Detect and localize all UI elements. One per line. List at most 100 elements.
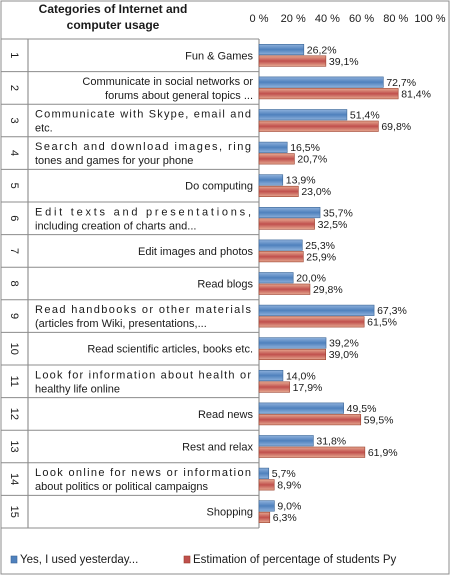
category-number: 8 [8,280,20,286]
bar-series-2 [258,218,315,230]
bar-series-1 [258,174,284,186]
data-label-series-2: 61,5% [367,317,397,329]
chart-title-line: Categories of Internet and [39,2,188,16]
x-tick-label: 100 % [414,13,445,25]
legend-label-series-2: Estimation of percentage of students Py [193,554,397,566]
category-label: Look for information about health or [35,369,251,381]
category-label: Search and download images, ring [35,141,251,153]
category-label: Read scientific articles, books etc. [87,344,253,356]
data-label-series-1: 26,2% [307,44,337,56]
data-label-series-1: 51,4% [350,110,380,122]
data-label-series-1: 31,8% [316,436,346,448]
bar-series-1 [258,239,303,251]
bar-series-2 [258,479,275,491]
x-tick-label: 20 % [281,13,306,25]
data-label-series-2: 20,7% [297,154,327,166]
bar-series-2 [258,120,379,132]
category-number: 10 [8,343,20,355]
data-label-series-2: 6,3% [273,512,297,524]
data-label-series-1: 5,7% [272,468,296,480]
category-number: 13 [8,440,20,452]
data-label-series-2: 59,5% [364,414,394,426]
category-number: 6 [8,215,20,221]
category-label: Fun & Games [185,50,253,62]
bar-series-1 [258,500,275,512]
bar-series-2 [258,251,304,263]
category-label: forums about general topics ... [105,90,253,102]
bar-series-1 [258,304,375,316]
category-label: (articles from Wiki, presentations,... [35,318,207,330]
bar-series-1 [258,435,314,447]
category-number: 11 [8,376,20,387]
data-label-series-1: 9,0% [277,501,301,513]
bar-series-1 [258,141,288,153]
bar-series-1 [258,207,321,219]
data-label-series-2: 32,5% [318,219,348,231]
data-label-series-2: 39,0% [329,349,359,361]
category-label: Look online for news or information [35,467,251,479]
category-number: 1 [8,52,20,58]
bar-series-1 [258,402,344,414]
category-label: healthy life online [35,383,120,395]
data-label-series-2: 39,1% [329,56,359,68]
x-tick-label: 60 % [349,13,374,25]
category-number: 2 [8,85,20,91]
category-label: Communicate with Skype, email and [35,109,251,121]
category-label: Do computing [185,181,253,193]
x-tick-label: 40 % [315,13,340,25]
bar-series-1 [258,369,284,382]
bar-series-1 [258,76,384,88]
legend-swatch-series-1 [10,555,18,564]
x-tick-label: 80 % [383,13,408,25]
data-label-series-1: 13,9% [286,175,316,187]
legend-label-series-1: Yes, I used yesterday... [20,554,138,566]
data-label-series-2: 61,9% [368,447,398,459]
bar-series-2 [258,316,365,328]
bar-series-2 [258,185,299,197]
bar-series-2 [258,446,366,458]
data-label-series-1: 49,5% [347,403,377,415]
category-label: tones and games for your phone [35,155,193,167]
data-label-series-2: 69,8% [381,121,411,133]
bar-series-2 [258,88,399,100]
data-label-series-2: 23,0% [301,186,331,198]
category-label: Edit texts and presentations, [35,206,251,218]
data-label-series-1: 14,0% [286,370,316,382]
category-number: 7 [8,248,20,254]
data-label-series-1: 67,3% [377,305,407,317]
category-number: 5 [8,183,20,189]
data-label-series-1: 25,3% [305,240,335,252]
category-label: including creation of charts and... [35,220,196,232]
bar-series-2 [258,55,327,67]
data-label-series-1: 16,5% [290,142,320,154]
data-label-series-1: 39,2% [329,338,359,350]
bar-series-2 [258,511,271,524]
data-label-series-1: 20,0% [296,273,326,285]
bar-series-1 [258,337,327,349]
chart-title-line: computer usage [67,18,160,32]
data-label-series-2: 8,9% [277,480,301,492]
bar-series-2 [258,283,311,295]
bar-series-2 [258,348,326,361]
category-label: Shopping [207,507,254,519]
data-label-series-2: 17,9% [293,382,323,394]
category-number: 3 [8,117,20,123]
bar-series-1 [258,43,305,56]
category-number: 4 [8,150,20,156]
data-label-series-1: 35,7% [323,207,353,219]
category-label: Read blogs [197,279,253,291]
bar-series-2 [258,414,362,426]
category-label: Read handbooks or other materials [35,304,252,316]
bar-series-1 [258,467,270,479]
data-label-series-1: 72,7% [386,77,416,89]
data-label-series-2: 25,9% [306,251,336,263]
x-tick-label: 0 % [250,13,269,25]
legend-swatch-series-2 [183,555,191,564]
category-label: etc. [35,123,53,135]
category-label: Communicate in social networks or [82,76,253,88]
data-label-series-2: 29,8% [313,284,343,296]
bar-series-2 [258,153,295,165]
category-label: Read news [198,409,254,421]
